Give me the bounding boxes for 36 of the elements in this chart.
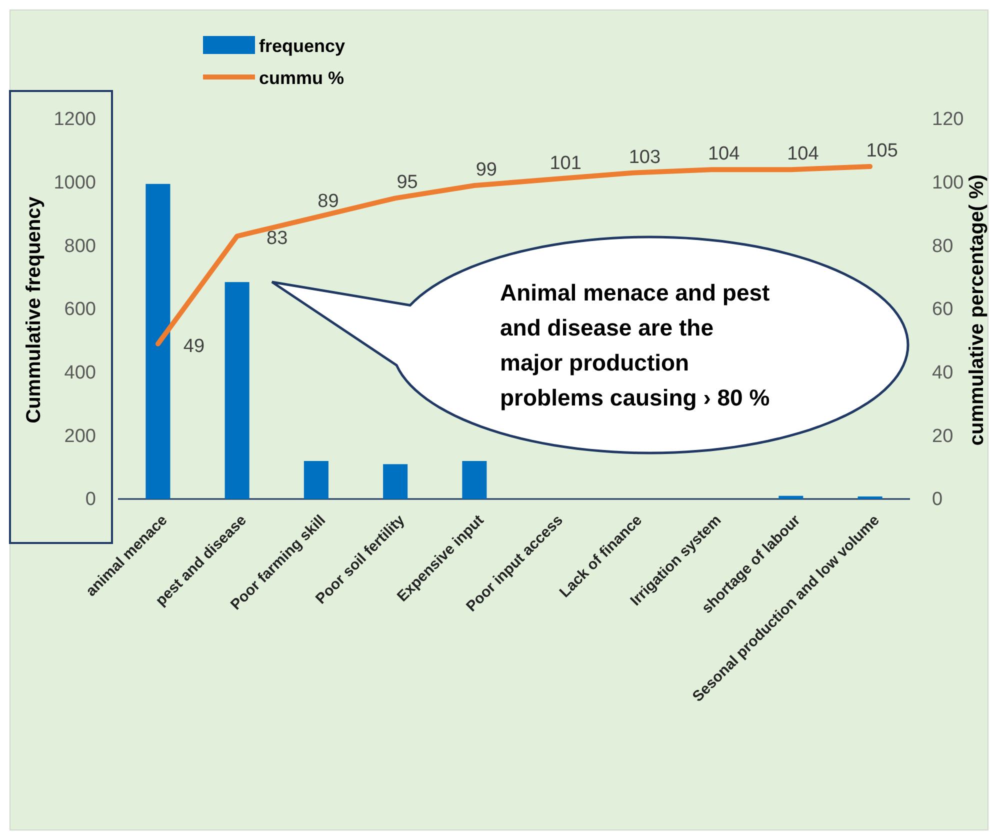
data-label: 95 [396,172,418,194]
data-label: 105 [866,140,898,162]
annotation: Animal menace and pest and disease are the major production problems causing › 80 % [500,280,770,410]
y-axis-title: Cummulative frequency [23,196,45,424]
bar [383,464,408,499]
y2-tick-label: 60 [932,299,954,320]
data-label: 104 [708,144,740,165]
y-tick-label: 200 [64,426,96,447]
bar [304,461,328,499]
data-label: 101 [550,153,582,174]
y-tick-label: 1200 [54,109,96,130]
y2-tick-label: 0 [932,489,943,510]
bar [146,184,170,499]
bar [462,461,487,499]
data-label: 49 [183,336,205,357]
bar [224,282,250,499]
y2-tick-label: 100 [932,172,964,194]
y2-tick-label: 20 [932,426,954,447]
y2-tick-label: 80 [932,236,954,257]
data-label: 103 [628,146,661,168]
y-tick-label: 800 [64,236,96,257]
data-label: 83 [266,228,288,250]
y2-tick-label: 120 [932,109,964,130]
y-tick-label: 400 [64,362,96,384]
y-tick-label: 1000 [54,172,96,194]
data-label: 104 [787,144,820,165]
y2-tick-label: 40 [932,362,954,384]
data-label: 89 [318,191,339,212]
y-tick-label: 600 [64,299,96,320]
bar [778,496,804,499]
y-tick-label: 0 [85,489,96,510]
bar [858,496,882,499]
legend-label: frequency [259,36,346,56]
legend-label: cummu % [259,68,344,88]
y2-axis-title: cummulative percentage( %) [966,174,988,446]
data-label: 99 [476,160,498,180]
